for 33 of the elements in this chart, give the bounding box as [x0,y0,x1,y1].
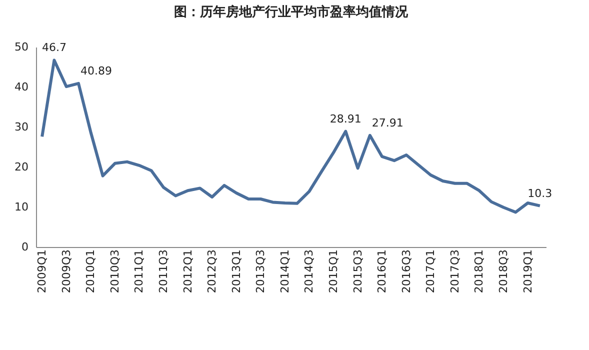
x-tick-label: 2014Q1 [278,250,292,294]
x-tick-label: 2012Q3 [206,250,219,294]
x-tick-label: 2017Q1 [424,250,438,294]
x-tick-label: 2016Q3 [400,250,413,294]
x-tick-label: 2018Q3 [497,250,510,294]
x-tick-label: 2013Q3 [254,250,268,294]
data-label: 40.89 [80,64,112,78]
data-label: 28.91 [330,112,362,126]
x-tick-label: 2017Q3 [448,250,462,294]
data-label: 46.7 [42,41,66,54]
x-tick-label: 2016Q1 [376,250,389,294]
x-tick-label: 2014Q3 [302,250,316,294]
x-tick-label: 2009Q3 [60,250,73,294]
x-tick-label: 2013Q1 [230,250,243,294]
x-tick-label: 2019Q1 [521,250,534,294]
x-tick-label: 2010Q3 [108,250,122,294]
x-tick-label: 2012Q1 [181,250,194,294]
y-tick-label: 50 [14,40,28,54]
y-tick-label: 20 [14,160,28,174]
x-tick-label: 2011Q1 [132,250,146,294]
y-tick-label: 40 [14,80,28,94]
chart-title: 图：历年房地产行业平均市盈率均值情况 [174,4,409,20]
x-tick-label: 2010Q1 [84,250,98,294]
x-tick-label: 2015Q3 [351,250,364,294]
x-tick-label: 2011Q3 [157,250,170,294]
y-tick-label: 30 [14,120,28,134]
y-tick-label: 0 [22,240,28,254]
y-tick-label: 10 [14,200,28,214]
data-label: 27.91 [372,116,404,130]
x-tick-label: 2015Q1 [327,250,340,294]
x-tick-label: 2018Q1 [472,250,486,294]
data-label: 10.3 [528,186,552,200]
x-tick-label: 2009Q1 [36,250,49,294]
